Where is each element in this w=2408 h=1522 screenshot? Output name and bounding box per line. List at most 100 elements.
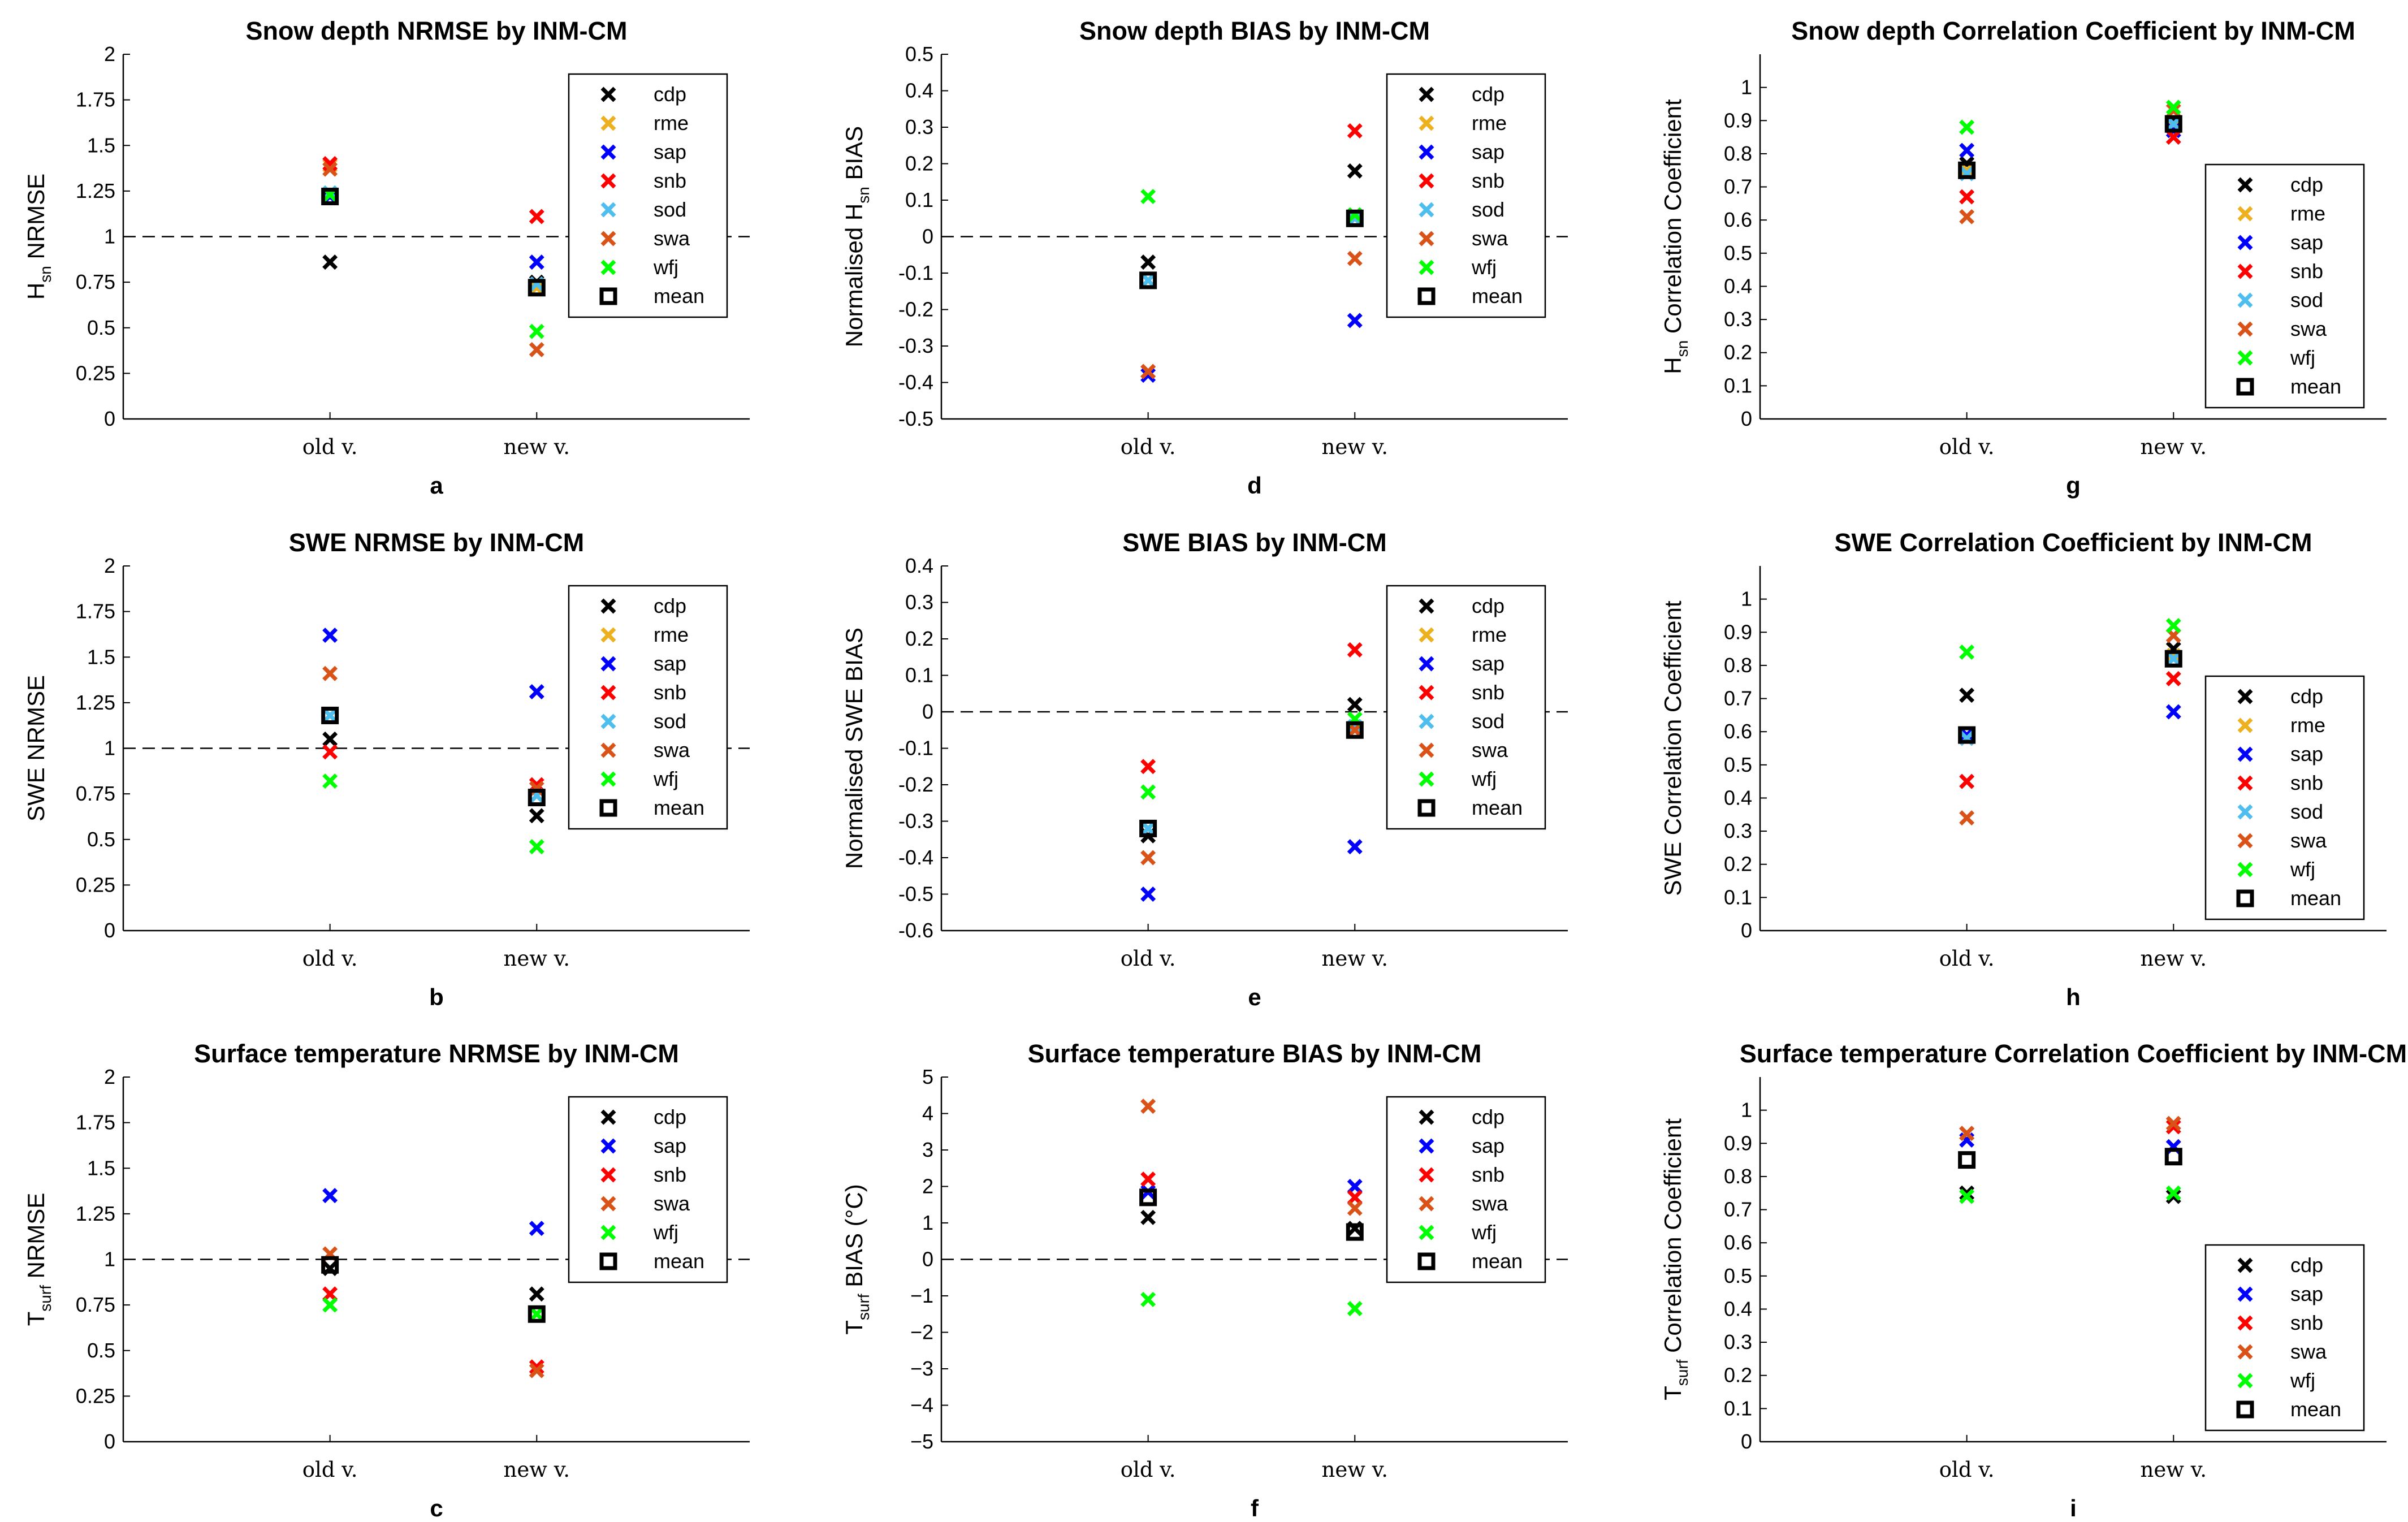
point-swa bbox=[1959, 1126, 1975, 1142]
y-tick-label: -0.2 bbox=[898, 773, 933, 796]
legend-marker-sap bbox=[1419, 656, 1434, 672]
point-swa bbox=[1347, 1200, 1363, 1216]
y-tick-label: 0.8 bbox=[1724, 1165, 1752, 1188]
point-mean bbox=[528, 789, 546, 807]
legend-marker-sap bbox=[2237, 746, 2253, 762]
legend-label: sap bbox=[654, 652, 686, 675]
point-snb bbox=[529, 1359, 544, 1375]
legend-label: snb bbox=[1472, 169, 1505, 192]
point-swa bbox=[322, 665, 338, 681]
point-mean bbox=[1139, 819, 1157, 837]
y-tick-label: -0.5 bbox=[898, 883, 933, 906]
legend-marker-sod bbox=[1419, 714, 1434, 729]
legend-label: snb bbox=[654, 169, 686, 192]
point-rme bbox=[529, 280, 544, 296]
y-tick-label: 0.5 bbox=[1724, 1264, 1752, 1287]
y-tick-label: 0.1 bbox=[1724, 374, 1752, 397]
x-tick-label: old v. bbox=[1939, 946, 1995, 971]
legend-marker-swa bbox=[600, 231, 616, 247]
legend-label: snb bbox=[1472, 1163, 1505, 1186]
point-snb bbox=[1140, 1171, 1156, 1187]
y-tick-label: 0.9 bbox=[1724, 109, 1752, 132]
legend-label: rme bbox=[1472, 623, 1507, 646]
y-tick-label: 1 bbox=[1741, 587, 1752, 611]
legend-label: sap bbox=[654, 140, 686, 163]
point-swa bbox=[322, 161, 338, 177]
legend-label: sap bbox=[2290, 1282, 2323, 1305]
legend-label: sod bbox=[1472, 198, 1505, 221]
point-sap bbox=[322, 628, 338, 643]
x-tick-label: new v. bbox=[504, 1458, 570, 1482]
legend: cdp sap snb swa wfj mean bbox=[568, 1096, 728, 1283]
point-mean bbox=[1346, 1223, 1364, 1241]
y-tick-label: 0.8 bbox=[1724, 142, 1752, 165]
legend-label: sap bbox=[1472, 140, 1505, 163]
panel-label: d bbox=[1247, 472, 1262, 499]
legend-marker-sod bbox=[2237, 804, 2253, 820]
y-tick-label: 1.75 bbox=[76, 600, 115, 623]
panel-label: e bbox=[1248, 984, 1261, 1010]
legend-marker-sod bbox=[600, 714, 616, 729]
legend-label: snb bbox=[654, 681, 686, 704]
point-sap bbox=[1140, 887, 1156, 902]
y-axis-label: Normalised SWE BIAS bbox=[841, 628, 867, 869]
y-tick-label: 0.3 bbox=[1724, 308, 1752, 331]
point-sod bbox=[1140, 820, 1156, 836]
y-axis-label: Tsurf NRMSE bbox=[23, 1193, 54, 1326]
legend-marker-sod bbox=[1419, 202, 1434, 218]
x-tick-label: new v. bbox=[1322, 435, 1388, 459]
y-tick-label: 0.5 bbox=[1724, 753, 1752, 776]
point-wfj bbox=[322, 1297, 338, 1313]
legend-label: mean bbox=[2290, 887, 2341, 910]
legend-marker-swa bbox=[2237, 321, 2253, 337]
point-mean bbox=[2164, 115, 2182, 133]
y-tick-label: 2 bbox=[104, 1065, 115, 1088]
x-tick-label: new v. bbox=[2141, 1458, 2207, 1482]
y-tick-label: 1.5 bbox=[87, 133, 115, 157]
y-tick-label: 1 bbox=[1741, 1099, 1752, 1122]
y-tick-label: 2 bbox=[922, 1175, 933, 1198]
point-mean bbox=[1346, 209, 1364, 227]
legend-label: cdp bbox=[654, 594, 686, 617]
legend-label: sap bbox=[2290, 231, 2323, 254]
y-tick-label: 1.5 bbox=[87, 645, 115, 668]
y-tick-label: 0.5 bbox=[87, 828, 115, 851]
legend: cdp rme sap snb sod swa wfj mean bbox=[568, 73, 728, 318]
legend-label: rme bbox=[654, 111, 689, 135]
legend-marker-cdp bbox=[600, 1109, 616, 1125]
panel-label: h bbox=[2066, 984, 2081, 1010]
legend-label: swa bbox=[654, 1192, 690, 1215]
point-swa bbox=[1140, 364, 1156, 379]
point-wfj bbox=[2165, 1185, 2181, 1201]
x-tick-label: old v. bbox=[302, 1458, 358, 1482]
point-wfj bbox=[1959, 1188, 1975, 1204]
x-tick-label: old v. bbox=[1939, 1458, 1995, 1482]
legend-marker-wfj bbox=[1419, 260, 1434, 275]
point-swa bbox=[1347, 250, 1363, 266]
point-wfj bbox=[2165, 100, 2181, 115]
legend-marker-snb bbox=[600, 685, 616, 701]
y-tick-label: −2 bbox=[910, 1321, 933, 1344]
point-mean bbox=[528, 1305, 546, 1323]
y-tick-label: 1.25 bbox=[76, 179, 115, 202]
legend-label: cdp bbox=[1472, 83, 1505, 106]
y-tick-label: −3 bbox=[910, 1357, 933, 1380]
y-tick-label: 0.2 bbox=[1724, 853, 1752, 876]
legend-marker-sap bbox=[600, 1138, 616, 1154]
point-snb bbox=[1959, 773, 1975, 789]
y-tick-label: -0.5 bbox=[898, 407, 933, 430]
point-wfj bbox=[322, 773, 338, 789]
x-tick-label: new v. bbox=[2141, 435, 2207, 459]
legend-marker-cdp bbox=[1419, 87, 1434, 102]
y-tick-label: 0 bbox=[1741, 407, 1752, 430]
x-tick-label: old v. bbox=[1939, 435, 1995, 459]
panel-h: SWE Correlation Coefficient by INM-CM 0 0.… bbox=[1659, 528, 2387, 1010]
legend-label: snb bbox=[2290, 260, 2323, 283]
y-tick-label: 0.3 bbox=[905, 591, 933, 614]
y-tick-label: 0.6 bbox=[1724, 208, 1752, 231]
point-sap bbox=[1959, 142, 1975, 158]
y-tick-label: 0.4 bbox=[1724, 786, 1752, 809]
y-axis-label: Hsn NRMSE bbox=[23, 174, 54, 300]
legend: cdp rme sap snb sod swa wfj mean bbox=[2204, 163, 2365, 409]
legend-marker-sod bbox=[2237, 292, 2253, 308]
